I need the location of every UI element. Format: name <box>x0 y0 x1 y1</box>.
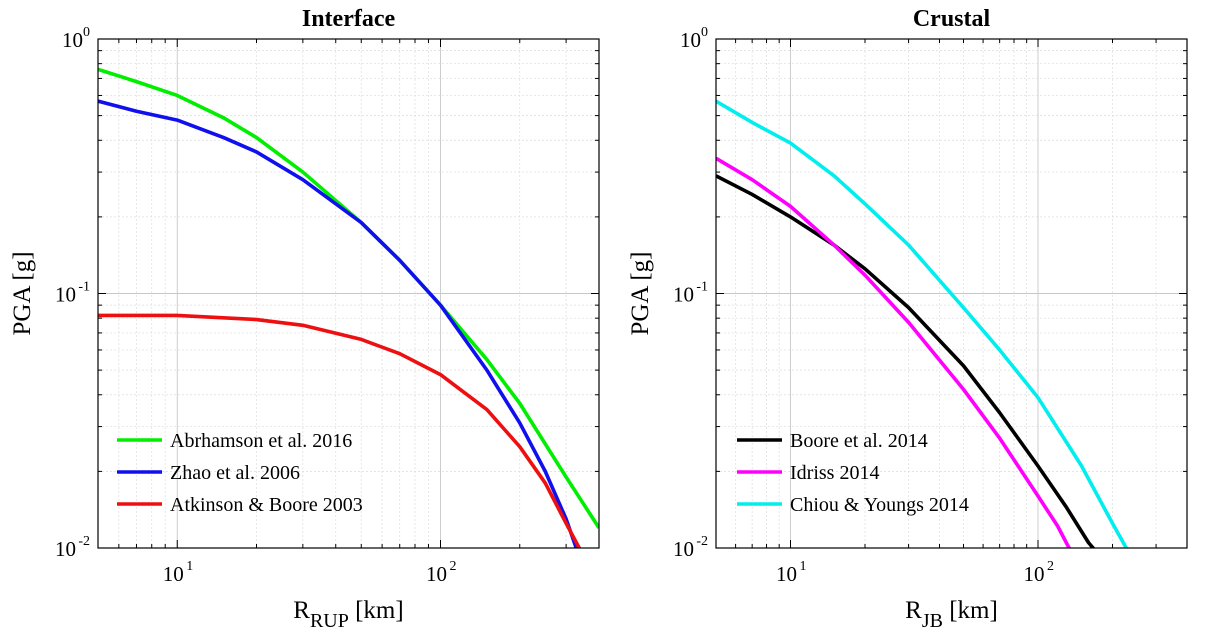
interface-legend: Abrhamson et al. 2016 Zhao et al. 2006 Atk… <box>117 430 363 516</box>
crustal-legend-entry: Chiou & Youngs 2014 <box>790 494 969 516</box>
interface-x-tick-label-exponent: 1 <box>186 559 193 574</box>
crustal-y-tick-label-exponent: 0 <box>701 25 708 40</box>
interface-grid <box>98 39 599 548</box>
interface-series-line-1 <box>98 67 599 529</box>
crustal-y-tick-label-exponent: -1 <box>696 280 708 295</box>
crustal-y-tick-label-exponent: -2 <box>696 534 708 549</box>
crustal-x-tick-label: 10 <box>776 562 797 586</box>
interface-y-tick-label: 10 <box>55 283 76 307</box>
interface-y-tick-label-exponent: 0 <box>83 25 90 40</box>
interface-y-tick-label-exponent: -2 <box>78 534 90 549</box>
crustal-series-line-1 <box>716 174 1096 548</box>
interface-tick-marks <box>97 38 600 549</box>
interface-series-group <box>98 67 599 548</box>
crustal-y-tick-label: 10 <box>680 28 701 52</box>
interface-legend-entry: Zhao et al. 2006 <box>170 462 300 484</box>
crustal-x-tick-label: 10 <box>1023 562 1044 586</box>
crustal-tick-marks <box>715 38 1188 549</box>
crustal-y-tick-label: 10 <box>673 283 694 307</box>
crustal-x-tick-label-exponent: 2 <box>1047 559 1054 574</box>
interface-legend-entry: Abrhamson et al. 2016 <box>170 430 352 452</box>
interface-y-axis-label: PGA [g] <box>9 251 36 335</box>
crustal-legend-entry: Idriss 2014 <box>790 462 879 484</box>
crustal-x-tick-label-exponent: 1 <box>800 559 807 574</box>
interface-x-tick-label: 10 <box>426 562 447 586</box>
interface-series-line-3 <box>98 313 582 548</box>
crustal-grid <box>716 39 1187 548</box>
interface-x-tick-label: 10 <box>163 562 184 586</box>
interface-x-axis-label: RRUP [km] <box>293 597 403 632</box>
crustal-chart-title: Crustal <box>913 6 991 32</box>
crustal-series-line-3 <box>716 99 1129 548</box>
crustal-x-axis-label: RJB [km] <box>905 597 998 632</box>
crustal-legend-entry: Boore et al. 2014 <box>790 430 928 452</box>
crustal-y-tick-label: 10 <box>673 537 694 561</box>
crustal-series-group <box>716 99 1129 548</box>
interface-series-line-2 <box>98 99 579 548</box>
interface-legend-entry: Atkinson & Boore 2003 <box>170 494 363 516</box>
interface-y-tick-label-exponent: -1 <box>78 280 90 295</box>
interface-chart-title: Interface <box>302 6 396 32</box>
crustal-series-line-2 <box>716 156 1072 548</box>
interface-y-tick-label: 10 <box>55 537 76 561</box>
interface-y-tick-label: 10 <box>62 28 83 52</box>
interface-plot-frame <box>97 38 600 549</box>
interface-x-tick-label-exponent: 2 <box>450 559 457 574</box>
crustal-plot-frame <box>715 38 1188 549</box>
crustal-y-axis-label: PGA [g] <box>627 251 654 335</box>
crustal-legend: Boore et al. 2014 Idriss 2014 Chiou & Youn… <box>737 430 969 516</box>
